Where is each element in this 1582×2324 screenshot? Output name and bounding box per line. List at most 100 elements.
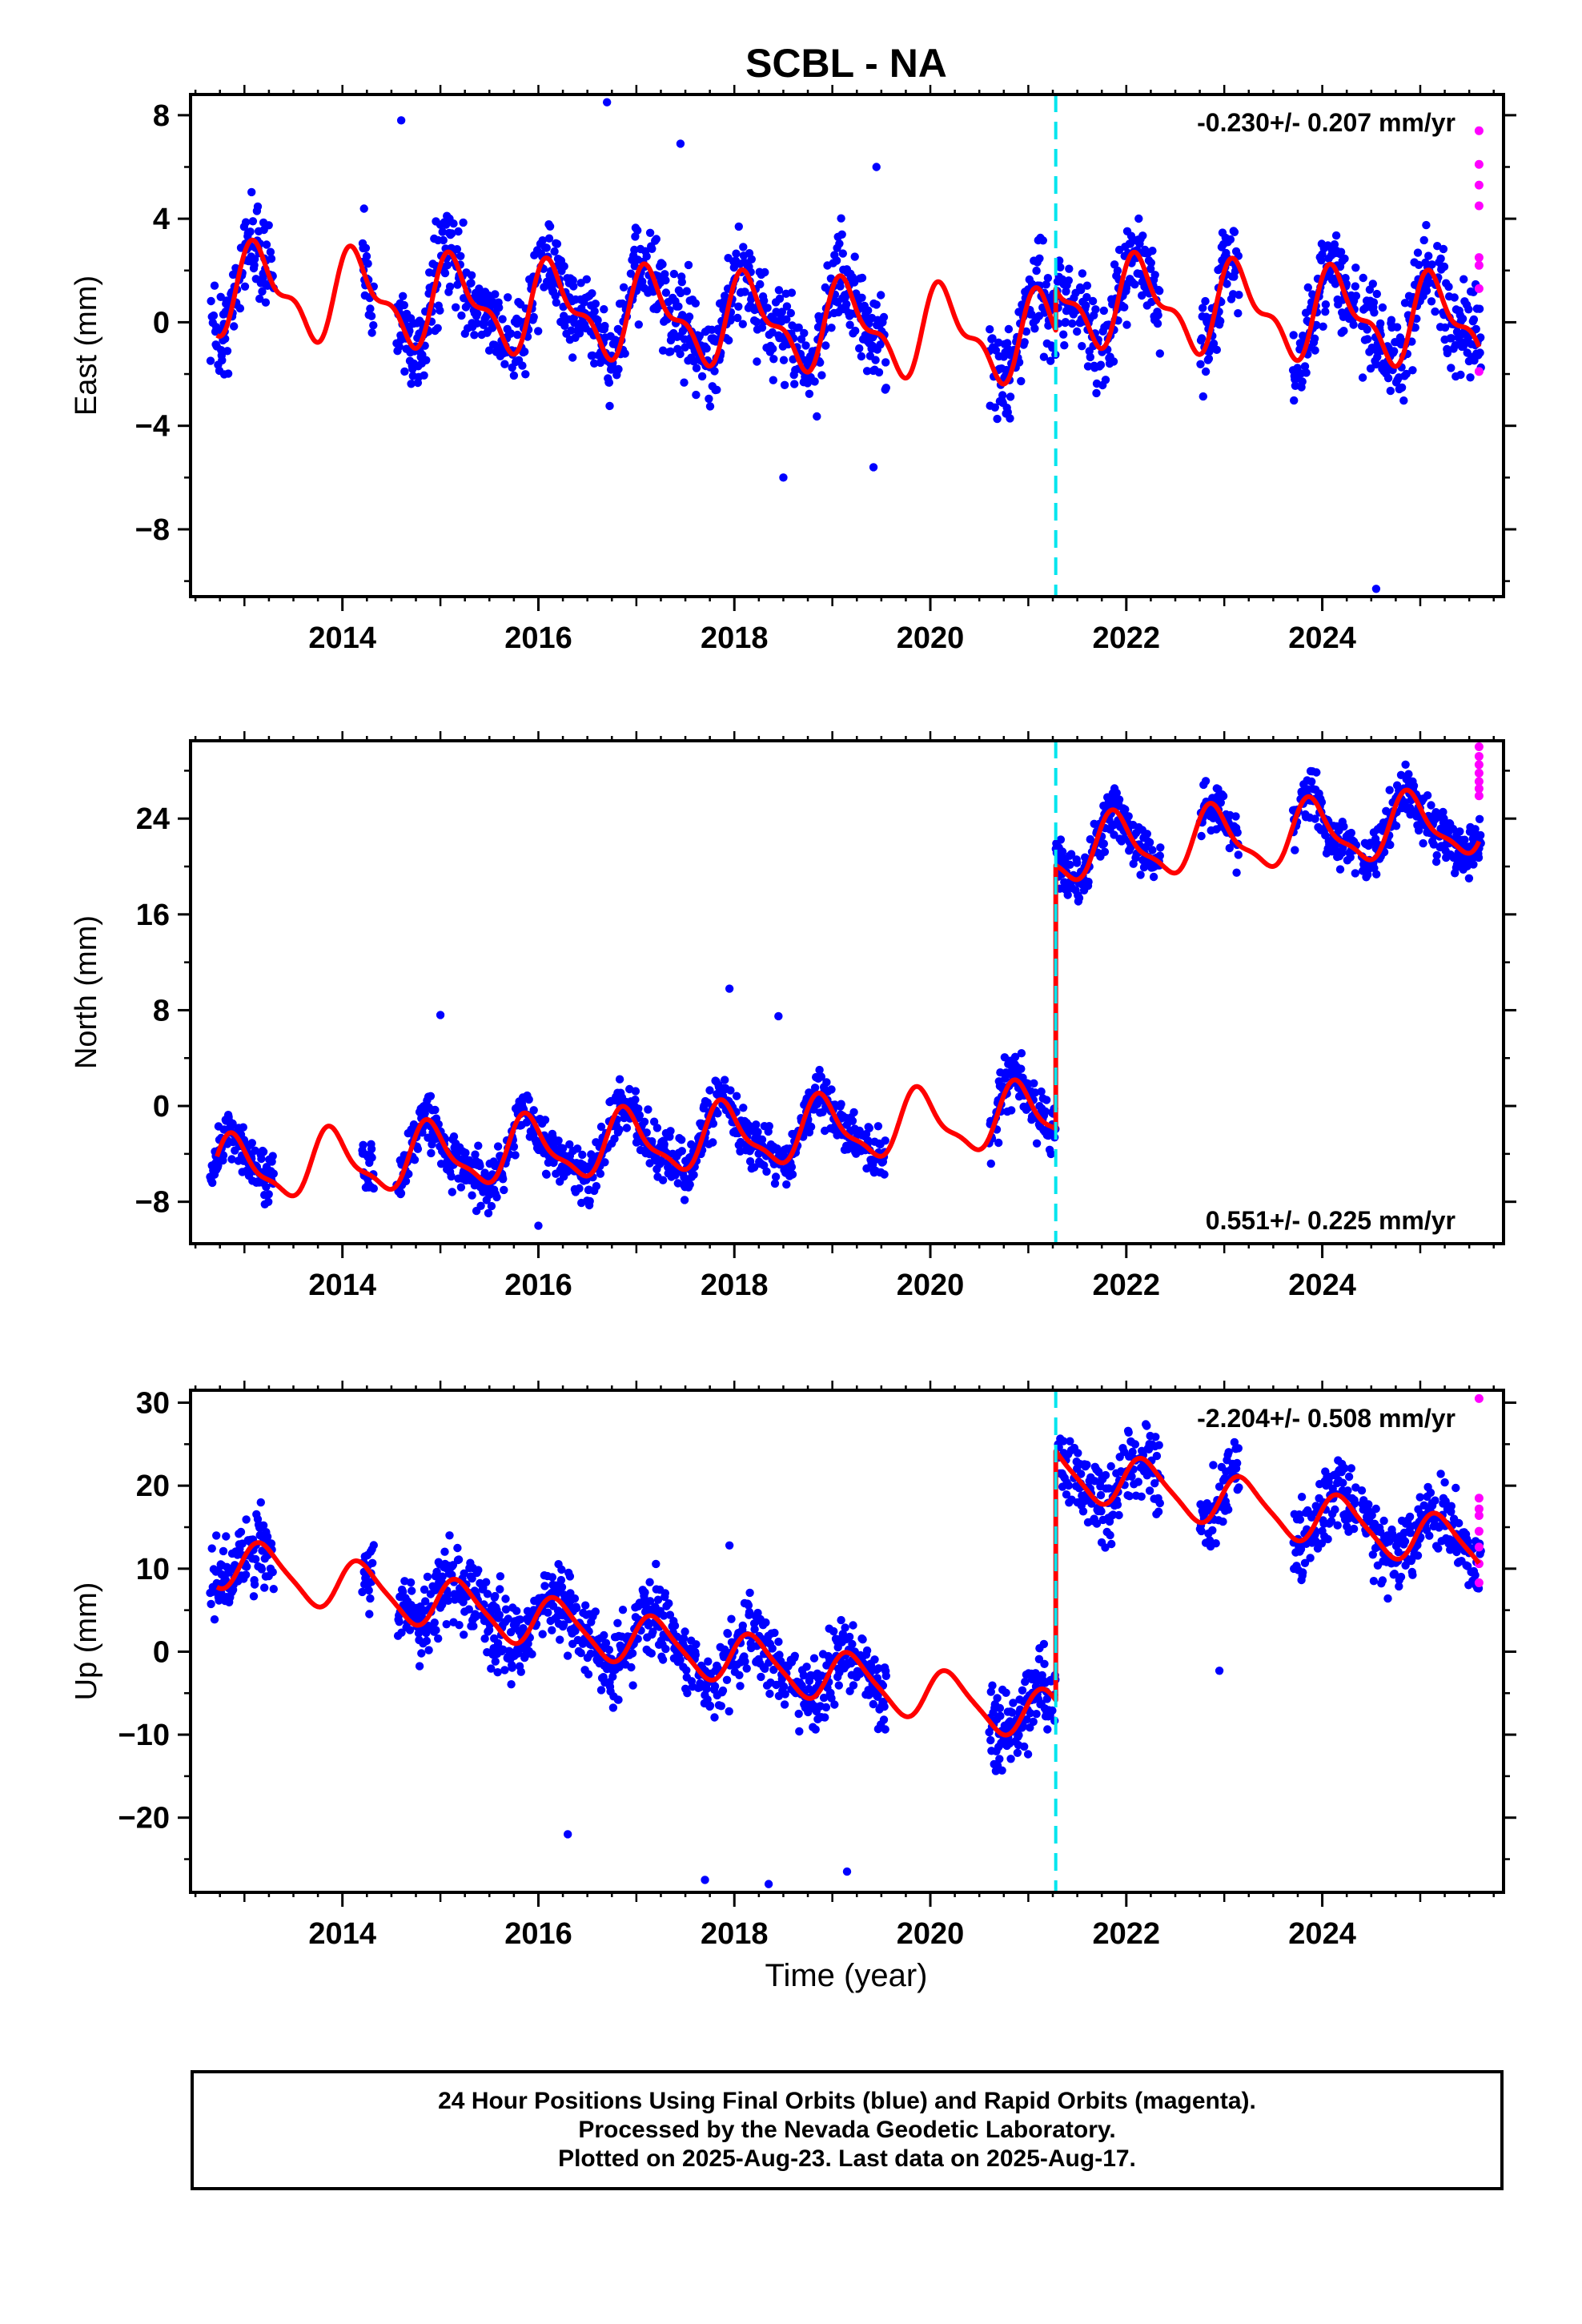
final-orbit-point	[676, 349, 685, 359]
final-orbit-point	[1030, 1079, 1038, 1088]
final-orbit-point	[1359, 273, 1367, 283]
final-orbit-point	[865, 1124, 874, 1133]
final-orbit-point	[1017, 1064, 1026, 1073]
final-orbit-point	[615, 1075, 624, 1084]
final-orbit-point	[1424, 251, 1433, 260]
final-orbit-point	[1399, 396, 1408, 405]
final-orbit-point	[422, 1628, 431, 1638]
final-orbit-point	[359, 1140, 367, 1150]
final-orbit-point	[219, 1151, 228, 1160]
final-orbit-point	[1289, 331, 1298, 340]
final-orbit-point	[1419, 235, 1428, 245]
final-orbit-point	[661, 275, 670, 285]
final-orbit-point	[1224, 1505, 1233, 1514]
final-orbit-point	[208, 1178, 217, 1188]
final-orbit-point	[642, 252, 651, 261]
final-orbit-point	[738, 320, 747, 328]
final-orbit-point	[449, 1132, 459, 1141]
final-orbit-point	[765, 1122, 773, 1131]
plot-area	[206, 1390, 1485, 1892]
final-orbit-point	[635, 1111, 644, 1120]
final-orbit-point	[1084, 878, 1093, 887]
final-orbit-point	[1063, 891, 1072, 899]
final-orbit-point	[431, 1105, 440, 1115]
final-orbit-point	[440, 1547, 449, 1556]
final-orbit-point	[827, 324, 836, 332]
final-orbit-point	[218, 356, 227, 365]
final-orbit-point	[447, 1172, 456, 1181]
final-orbit-point	[575, 329, 584, 338]
final-orbit-point	[806, 1122, 816, 1132]
final-orbit-point	[460, 1630, 468, 1639]
final-orbit-point	[241, 1570, 251, 1579]
final-orbit-point	[873, 1122, 883, 1131]
final-orbit-point	[634, 1104, 643, 1113]
final-orbit-point	[439, 235, 448, 245]
x-tick-label: 2024	[1288, 1269, 1356, 1302]
final-orbit-point	[745, 1588, 754, 1598]
final-orbit-point	[849, 1108, 858, 1117]
final-orbit-point	[1469, 315, 1479, 324]
final-orbit-point	[1387, 316, 1396, 324]
rapid-orbit-point	[1474, 760, 1484, 770]
final-orbit-point	[1351, 282, 1360, 291]
final-orbit-point	[692, 390, 701, 400]
final-orbit-point	[1007, 1106, 1016, 1115]
final-orbit-point	[368, 1558, 377, 1568]
final-orbit-point	[1018, 1686, 1027, 1695]
final-orbit-point	[442, 1620, 451, 1629]
final-orbit-point	[209, 311, 219, 320]
final-orbit-point	[1404, 770, 1413, 778]
final-orbit-point	[1074, 1449, 1082, 1458]
final-orbit-point	[881, 1136, 889, 1145]
y-tick-label: 8	[153, 99, 170, 133]
final-orbit-point	[369, 1184, 378, 1193]
final-orbit-point	[219, 1546, 228, 1556]
final-orbit-point	[876, 340, 885, 349]
final-orbit-point	[850, 252, 859, 261]
final-orbit-point	[705, 1086, 714, 1095]
final-orbit-point	[660, 1140, 669, 1149]
final-orbit-point	[420, 1109, 429, 1118]
final-orbit-point	[1201, 296, 1210, 306]
final-orbit-point	[1351, 869, 1360, 878]
final-orbit-point	[365, 1610, 374, 1618]
final-orbit-point	[615, 1125, 624, 1134]
final-orbit-point	[777, 308, 786, 316]
final-orbit-point	[768, 1644, 777, 1653]
y-axis-label: East (mm)	[70, 275, 103, 416]
final-orbit-point	[395, 1618, 404, 1626]
final-orbit-point	[801, 341, 810, 350]
final-orbit-point	[858, 1635, 867, 1644]
final-orbit-point	[874, 368, 884, 377]
final-orbit-point	[1145, 838, 1154, 847]
final-orbit-point	[1078, 269, 1087, 278]
final-orbit-point	[734, 302, 743, 311]
final-orbit-point	[567, 326, 576, 335]
final-orbit-point	[622, 1124, 632, 1132]
final-orbit-point	[1310, 334, 1319, 343]
final-orbit-point	[1039, 1639, 1049, 1649]
final-orbit-point	[986, 1735, 995, 1745]
final-orbit-point	[1023, 1750, 1033, 1759]
final-orbit-point	[251, 1554, 260, 1564]
final-orbit-point	[794, 323, 803, 332]
final-orbit-point	[1061, 318, 1070, 327]
final-orbit-point	[837, 214, 845, 223]
final-orbit-point	[1439, 262, 1449, 271]
final-orbit-point	[1130, 280, 1139, 289]
final-orbit-point	[1383, 374, 1393, 383]
final-orbit-point	[881, 1671, 891, 1680]
final-orbit-point	[815, 1065, 824, 1075]
final-orbit-point	[842, 300, 851, 309]
final-orbit-point	[658, 1655, 668, 1664]
final-orbit-point	[1219, 1517, 1227, 1526]
final-orbit-point	[729, 263, 738, 272]
final-orbit-point	[1197, 334, 1207, 343]
final-orbit-point	[1059, 330, 1068, 339]
final-orbit-point	[1464, 874, 1474, 883]
final-orbit-point	[995, 1703, 1005, 1713]
final-orbit-point	[491, 290, 500, 299]
final-orbit-point	[1216, 316, 1225, 326]
outlier-point	[872, 163, 881, 171]
